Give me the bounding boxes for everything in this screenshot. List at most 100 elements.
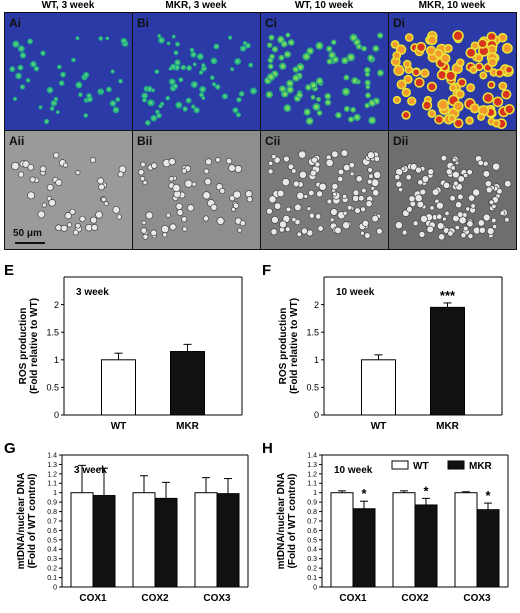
figure-letter-g: G bbox=[4, 440, 16, 457]
cell bbox=[97, 177, 105, 185]
cell-core bbox=[202, 67, 206, 71]
cell bbox=[450, 85, 456, 91]
cell bbox=[340, 149, 349, 157]
cell bbox=[492, 224, 498, 230]
cell-core bbox=[45, 120, 48, 123]
cell bbox=[504, 180, 512, 188]
cell bbox=[372, 189, 380, 197]
cell bbox=[225, 157, 233, 165]
cell bbox=[482, 213, 491, 222]
cell bbox=[103, 201, 109, 207]
cell bbox=[27, 163, 35, 171]
y-tick-label: 2 bbox=[314, 300, 319, 310]
chart-h: 0 0.1 0.2 0.3 0.4 0.5 0.6 0.7 0.8 0.9 1 1.1 1.2 1.3 1.… bbox=[260, 443, 520, 608]
cell-core bbox=[349, 117, 353, 122]
x-tick-label: COX3 bbox=[463, 593, 491, 604]
cell bbox=[67, 222, 73, 228]
y-tick-label: 1.5 bbox=[306, 327, 319, 337]
x-tick-label: COX2 bbox=[141, 593, 169, 604]
cell bbox=[415, 166, 422, 174]
y-tick-label: 0 bbox=[314, 410, 319, 420]
cell-core bbox=[273, 47, 277, 51]
cell bbox=[455, 201, 463, 209]
cell bbox=[342, 193, 348, 200]
cell bbox=[505, 105, 514, 113]
cell-core bbox=[111, 101, 115, 105]
x-tick-label: COX1 bbox=[339, 593, 367, 604]
cell bbox=[245, 190, 253, 198]
cell-core bbox=[202, 97, 205, 100]
cell bbox=[303, 194, 309, 199]
cell-core bbox=[176, 43, 179, 46]
cell-core bbox=[223, 94, 227, 98]
fluorescence-cells-ai bbox=[9, 36, 129, 125]
cell-core bbox=[21, 53, 25, 57]
cell bbox=[326, 198, 333, 205]
cell bbox=[346, 204, 353, 211]
cell bbox=[453, 31, 463, 40]
cell-core bbox=[31, 62, 36, 66]
cell bbox=[370, 186, 376, 191]
cell-core bbox=[327, 47, 331, 51]
cell-core bbox=[200, 87, 205, 92]
cell-core bbox=[173, 84, 177, 88]
cell bbox=[370, 178, 380, 187]
cell bbox=[457, 211, 464, 218]
cell bbox=[499, 210, 506, 216]
cell-core bbox=[158, 34, 161, 37]
cell bbox=[301, 227, 308, 235]
image-panel-bii: Bii bbox=[132, 130, 261, 250]
cell bbox=[231, 207, 236, 212]
cell-core bbox=[10, 67, 14, 71]
cell bbox=[205, 158, 213, 166]
cell bbox=[395, 180, 403, 188]
cell bbox=[467, 194, 476, 202]
cell bbox=[332, 191, 338, 197]
cell-core bbox=[171, 65, 175, 69]
cell bbox=[18, 171, 25, 178]
cell-core bbox=[355, 115, 360, 120]
y-axis-label-2: (Fold relative to WT) bbox=[289, 298, 300, 394]
cell bbox=[393, 52, 400, 59]
cell bbox=[366, 178, 373, 185]
cell bbox=[415, 78, 424, 87]
cell bbox=[467, 84, 474, 91]
cell-core bbox=[306, 85, 311, 90]
cell-core bbox=[122, 39, 126, 43]
cell bbox=[429, 205, 435, 211]
cell bbox=[98, 183, 105, 191]
cell-core bbox=[183, 107, 187, 111]
y-tick-label: 1 bbox=[54, 355, 59, 365]
cell bbox=[394, 174, 401, 181]
cell-core bbox=[52, 101, 56, 105]
cell-core bbox=[366, 93, 370, 97]
cell-core bbox=[216, 85, 220, 89]
legend-label: MKR bbox=[469, 461, 493, 472]
cell bbox=[452, 170, 460, 179]
cell-core bbox=[333, 57, 338, 62]
cell bbox=[420, 214, 428, 223]
bar-wt bbox=[361, 359, 396, 416]
cell bbox=[404, 61, 410, 67]
cell-core bbox=[285, 106, 290, 111]
cell bbox=[457, 59, 463, 66]
cell bbox=[316, 190, 324, 198]
cell bbox=[467, 233, 474, 240]
cell bbox=[429, 110, 435, 117]
cell-core bbox=[269, 58, 273, 62]
cell bbox=[90, 216, 98, 224]
cell bbox=[22, 160, 30, 168]
cell-core bbox=[351, 108, 355, 112]
cell bbox=[406, 34, 413, 41]
cell bbox=[138, 169, 145, 176]
cell bbox=[466, 118, 473, 124]
y-tick-label: 0.4 bbox=[307, 547, 317, 554]
cell bbox=[479, 46, 488, 56]
cell bbox=[472, 188, 481, 197]
cell-core bbox=[170, 80, 174, 84]
cell-core bbox=[237, 98, 241, 102]
cell bbox=[466, 220, 474, 228]
cell bbox=[168, 176, 175, 182]
cell bbox=[176, 209, 184, 216]
cell-core bbox=[317, 98, 320, 101]
